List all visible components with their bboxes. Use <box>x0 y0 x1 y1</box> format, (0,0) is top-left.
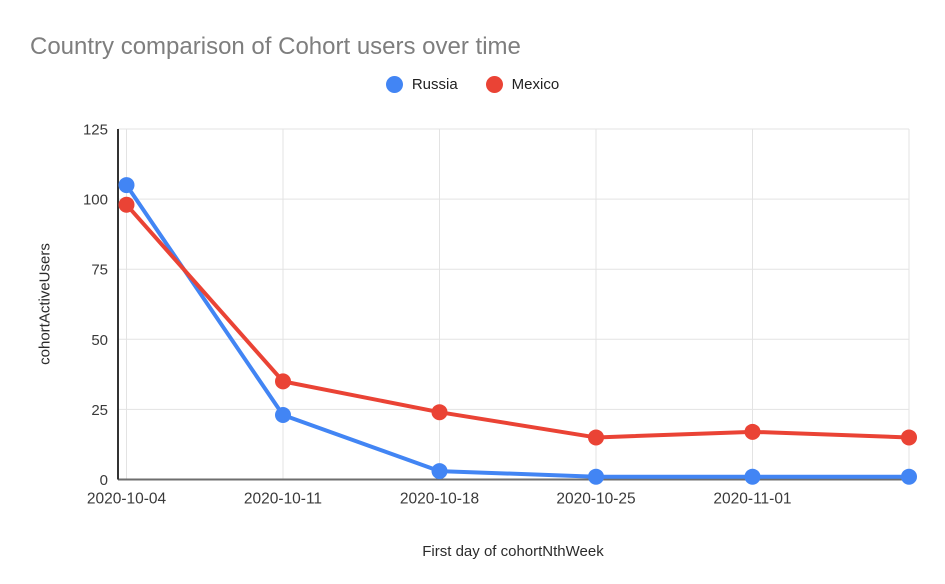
x-tick-label: 2020-11-01 <box>713 491 791 508</box>
legend-dot-russia-icon <box>385 76 403 93</box>
x-tick-label: 2020-10-04 <box>87 491 167 508</box>
legend-label-mexico: Mexico <box>511 76 560 93</box>
x-axis-title: First day of cohortNthWeek <box>422 543 604 560</box>
y-tick-label: 25 <box>91 402 108 419</box>
chart-legend: Russia Mexico <box>0 76 945 93</box>
chart-title: Country comparison of Cohort users over … <box>30 33 521 60</box>
x-tick-label: 2020-10-11 <box>244 491 322 508</box>
data-point-mexico-2 <box>431 404 448 421</box>
data-point-mexico-3 <box>588 429 604 446</box>
series-line-mexico <box>124 202 911 440</box>
data-point-russia-1 <box>275 407 291 424</box>
legend-label-russia: Russia <box>411 76 458 93</box>
y-tick-label: 125 <box>83 122 108 139</box>
data-point-russia-0 <box>118 177 135 194</box>
data-point-russia-5 <box>901 468 917 485</box>
data-point-russia-2 <box>431 463 448 480</box>
data-point-mexico-1 <box>275 373 291 390</box>
series-line-russia <box>124 183 911 479</box>
data-point-russia-3 <box>588 468 604 485</box>
y-tick-label: 0 <box>100 472 108 489</box>
y-tick-label: 50 <box>91 332 108 349</box>
data-point-russia-4 <box>744 468 761 485</box>
legend-item-russia: Russia <box>385 76 458 93</box>
x-tick-label: 2020-10-18 <box>400 491 479 508</box>
y-axis-title: cohortActiveUsers <box>36 243 54 365</box>
data-point-mexico-5 <box>901 429 917 446</box>
data-point-mexico-4 <box>744 423 761 440</box>
x-tick-label: 2020-10-25 <box>556 491 635 508</box>
y-tick-label: 100 <box>83 192 108 209</box>
legend-dot-mexico-icon <box>485 76 503 93</box>
legend-item-mexico: Mexico <box>485 76 560 93</box>
data-point-mexico-0 <box>118 196 135 213</box>
y-tick-label: 75 <box>91 262 108 279</box>
